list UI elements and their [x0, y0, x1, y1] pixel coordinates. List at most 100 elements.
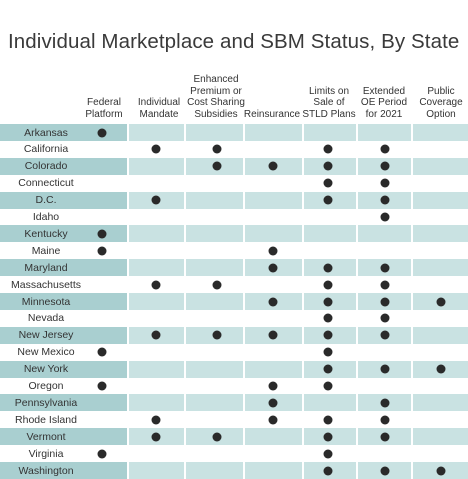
row-band-cell — [413, 326, 468, 344]
table-row: New Jersey — [0, 326, 468, 344]
status-dot — [97, 229, 107, 239]
row-band-cell — [413, 124, 468, 141]
state-label: Rhode Island — [15, 413, 77, 426]
status-dot — [268, 330, 278, 340]
row-band-cell — [129, 293, 184, 310]
status-dot — [380, 415, 390, 425]
row-band-cell — [186, 124, 243, 141]
row-band-cell — [129, 394, 184, 412]
status-dot — [97, 381, 107, 391]
state-label: Kentucky — [24, 227, 68, 240]
row-band — [0, 124, 127, 141]
state-label: Virginia — [28, 447, 64, 460]
status-dot — [323, 415, 333, 425]
status-dot — [380, 195, 390, 205]
column-header-label: Federal Platform — [85, 97, 123, 120]
row-band-cell — [129, 157, 184, 175]
row-band-cell — [245, 124, 302, 141]
status-dot — [380, 398, 390, 408]
status-dot — [436, 466, 446, 475]
status-dot — [323, 195, 333, 205]
state-label: Nevada — [27, 312, 65, 325]
column-header: Public Coverage Option — [412, 68, 468, 120]
state-label: Oregon — [28, 380, 64, 392]
table-row: Washington — [0, 462, 468, 479]
status-dot — [323, 178, 333, 188]
table-row: Maine — [0, 242, 468, 259]
status-dot — [380, 280, 390, 290]
column-header-label: Limits on Sale of STLD Plans — [302, 85, 356, 120]
status-dot — [97, 246, 107, 256]
status-dot — [323, 347, 333, 357]
table-row: Rhode Island — [0, 411, 468, 428]
state-label: Connecticut — [18, 177, 74, 190]
chart-title: Individual Marketplace and SBM Status, B… — [8, 30, 460, 53]
row-band-cell — [245, 462, 302, 479]
row-band-cell — [245, 191, 302, 209]
column-header-label: Reinsurance — [243, 108, 301, 120]
table-row: Kentucky — [0, 225, 468, 243]
row-band-cell — [129, 360, 184, 378]
state-label: Vermont — [26, 430, 66, 443]
table-row: Minnesota — [0, 293, 468, 310]
status-dot — [380, 466, 390, 475]
row-band-cell — [186, 394, 243, 412]
row-band-cell — [245, 428, 302, 446]
table-row: California — [0, 141, 468, 158]
status-dot — [380, 330, 390, 340]
status-dot — [212, 161, 222, 171]
state-label: Idaho — [32, 211, 60, 223]
table-row: Idaho — [0, 209, 468, 226]
status-dot — [212, 330, 222, 340]
row-band — [0, 259, 127, 277]
row-band — [0, 360, 127, 378]
table-row: Massachusetts — [0, 276, 468, 293]
column-header: Enhanced Premium or Cost Sharing Subsidi… — [186, 68, 246, 120]
status-dot — [380, 364, 390, 374]
status-dot — [268, 246, 278, 256]
status-dot — [323, 280, 333, 290]
status-dot — [268, 161, 278, 171]
status-dot — [268, 381, 278, 391]
status-dot — [268, 297, 278, 306]
state-label: Massachusetts — [10, 278, 82, 291]
state-label: California — [23, 143, 69, 156]
state-label: Pennsylvania — [14, 396, 78, 409]
row-band-cell — [186, 293, 243, 310]
row-band-cell — [186, 360, 243, 378]
row-band-cell — [129, 462, 184, 479]
table-row: New Mexico — [0, 344, 468, 361]
row-band-cell — [129, 124, 184, 141]
state-label: New Mexico — [17, 346, 75, 359]
table-row: Virginia — [0, 445, 468, 462]
row-band-cell — [186, 259, 243, 277]
state-label: Maine — [31, 244, 61, 257]
status-dot — [436, 297, 446, 306]
row-band-cell — [413, 259, 468, 277]
table-row: Arkansas — [0, 124, 468, 141]
status-dot — [268, 415, 278, 425]
row-band-cell — [358, 124, 411, 141]
status-dot — [380, 144, 390, 154]
status-dot — [268, 263, 278, 273]
row-band-cell — [186, 191, 243, 209]
row-band — [0, 157, 127, 175]
row-band-cell — [413, 225, 468, 243]
row-band-cell — [186, 225, 243, 243]
column-header: Reinsurance — [244, 68, 300, 120]
table-row: Oregon — [0, 378, 468, 395]
status-dot — [268, 398, 278, 408]
table-row: Maryland — [0, 259, 468, 277]
column-header: Limits on Sale of STLD Plans — [301, 68, 357, 120]
status-dot — [323, 449, 333, 459]
status-dot — [380, 212, 390, 222]
column-header-label: Public Coverage Option — [419, 85, 463, 120]
status-dot — [380, 313, 390, 323]
state-label: Minnesota — [21, 295, 71, 308]
status-dot — [323, 144, 333, 154]
row-band — [0, 428, 127, 446]
status-dot — [212, 432, 222, 442]
row-band-cell — [129, 225, 184, 243]
column-header: Federal Platform — [78, 68, 130, 120]
row-band-cell — [129, 259, 184, 277]
